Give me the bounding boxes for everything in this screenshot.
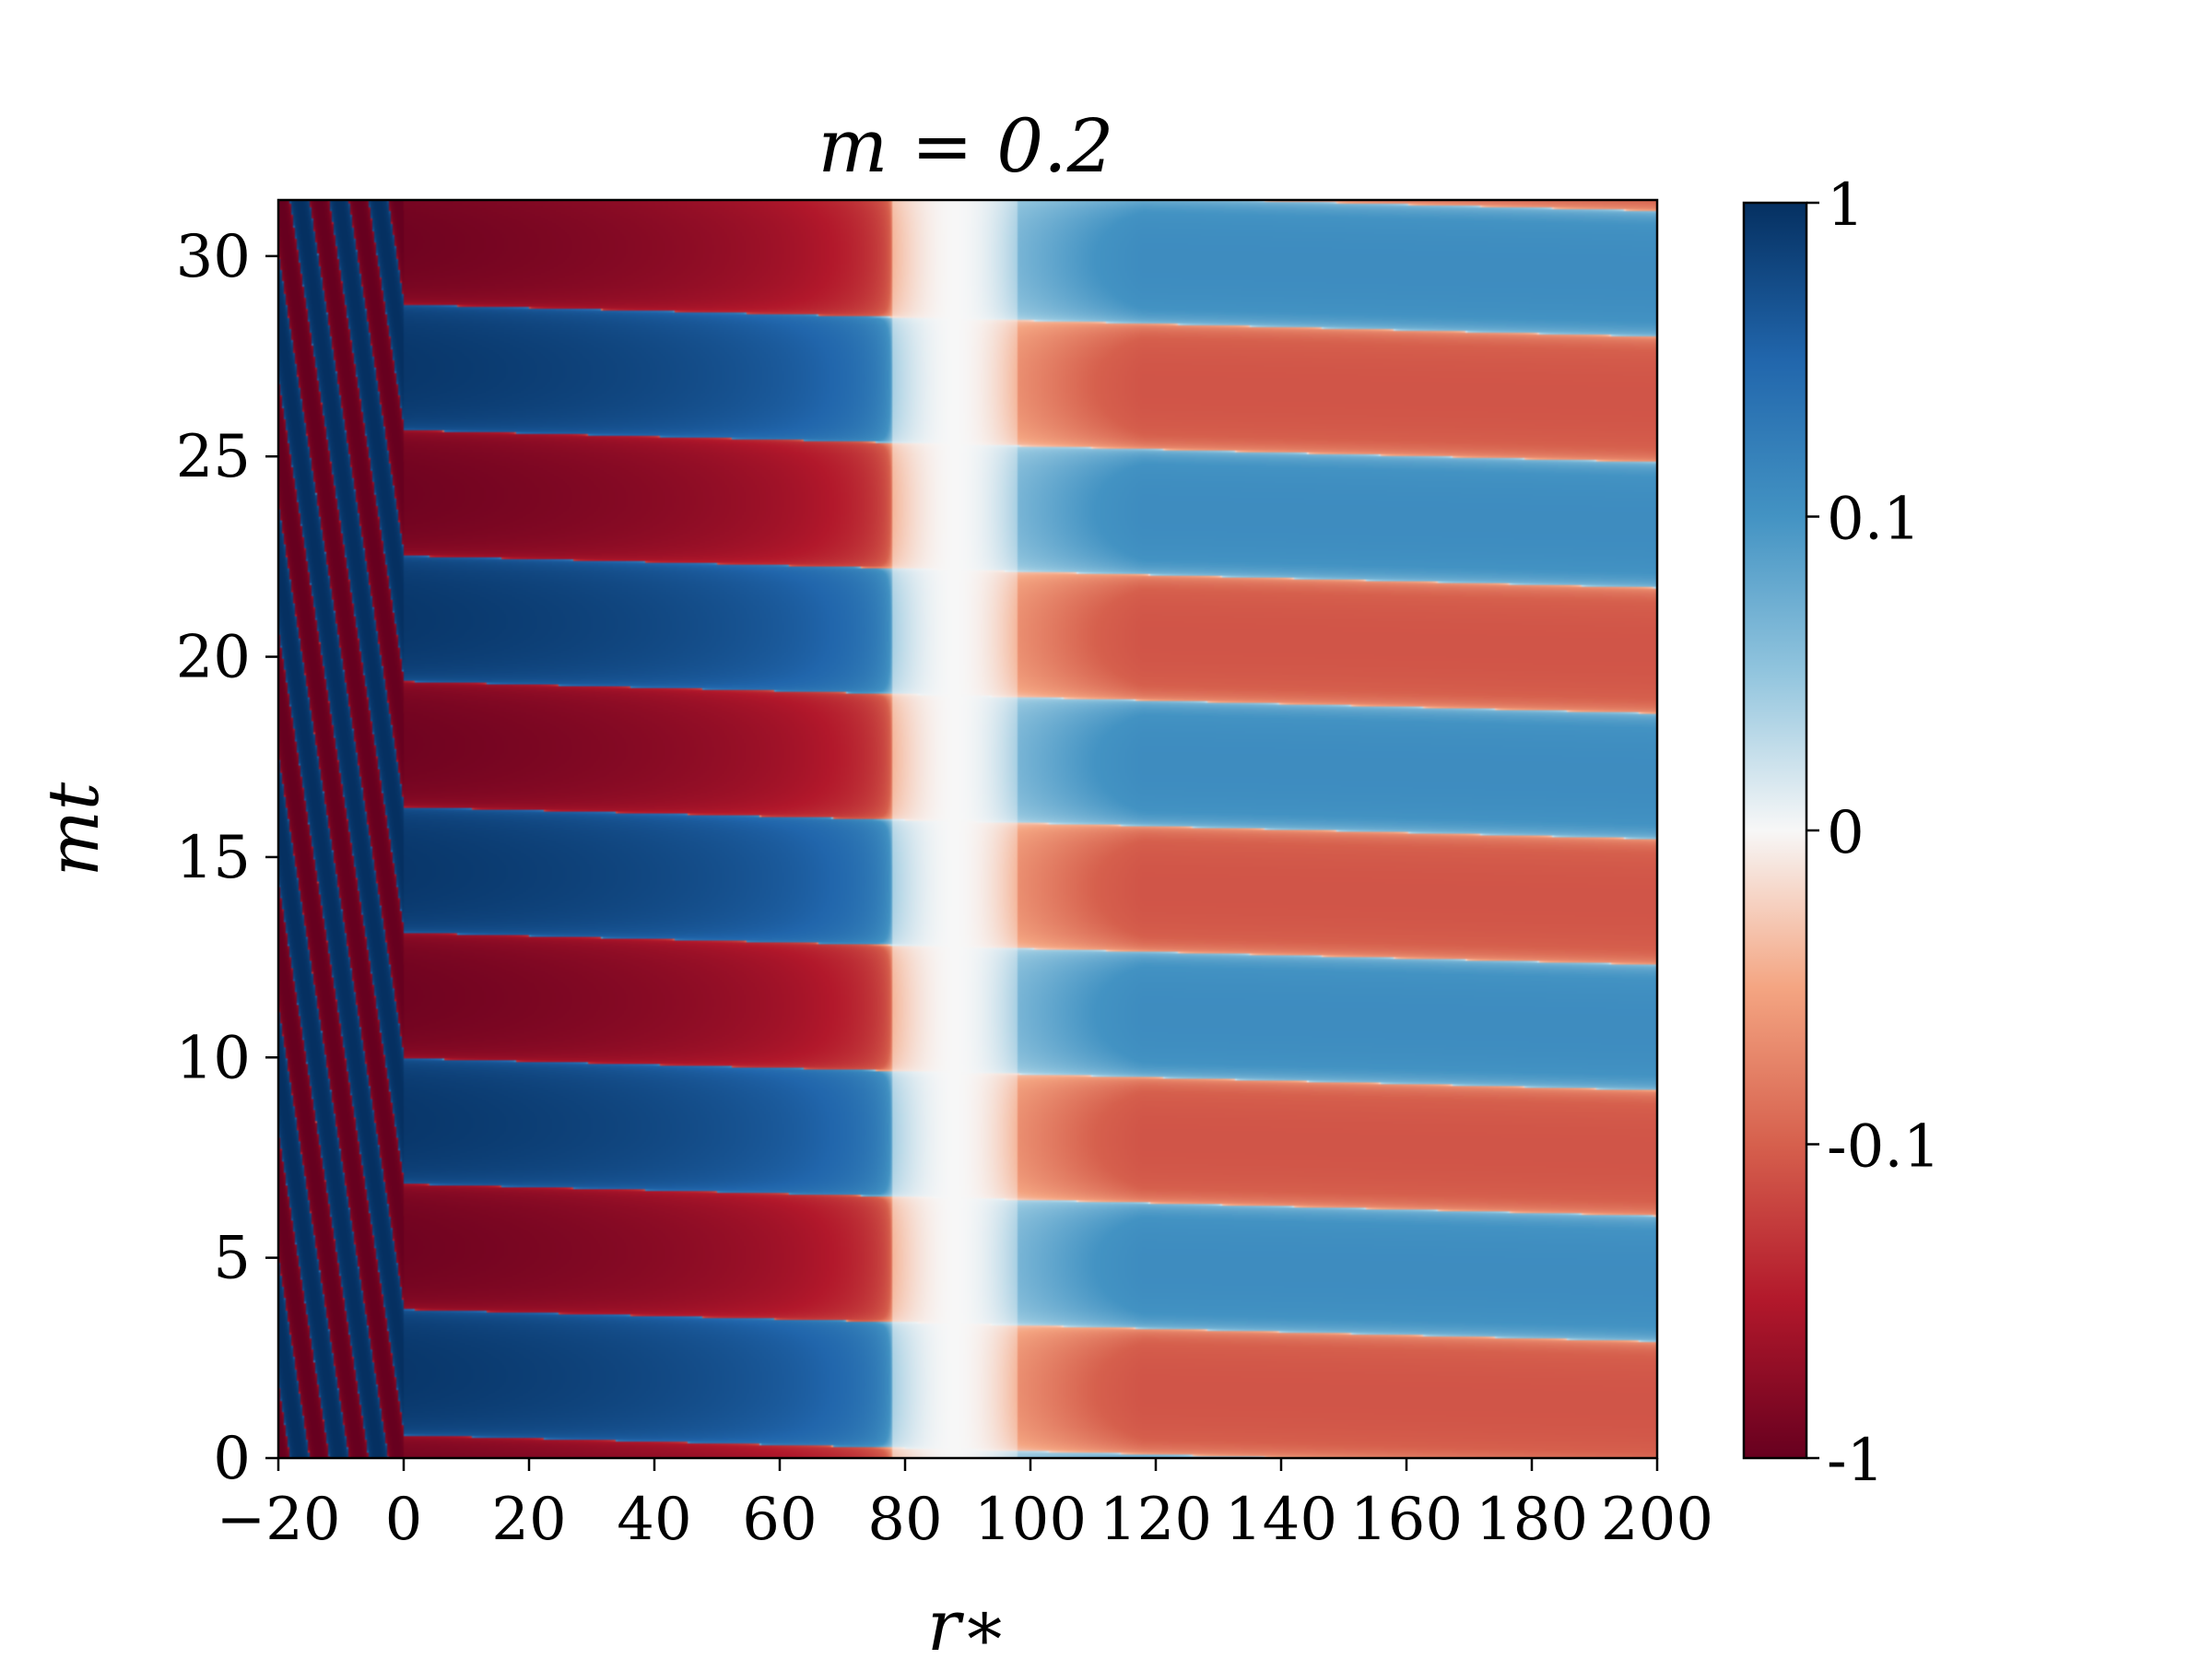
y-tick-label: 20	[176, 624, 251, 692]
x-tick-label: 60	[742, 1486, 817, 1554]
x-tick-label: 80	[867, 1486, 942, 1554]
x-axis-label: r∗	[927, 1584, 1008, 1659]
plot-frame	[276, 198, 1659, 1460]
heatmap-container	[278, 200, 1657, 1458]
heatmap-canvas	[278, 200, 1657, 1458]
x-tick-label: 200	[1601, 1486, 1713, 1554]
x-tick-label: 160	[1350, 1486, 1463, 1554]
colorbar-tick-label: 1	[1827, 171, 1865, 240]
y-tick-label: 15	[176, 824, 251, 892]
x-tick-label: 40	[617, 1486, 691, 1554]
y-tick-label: 25	[176, 423, 251, 491]
y-axis-label: mt	[32, 782, 114, 877]
y-axis-ticks: 0 5 10 15 20 25 30	[176, 223, 278, 1493]
x-tick-label: 140	[1225, 1486, 1337, 1554]
y-tick-label: 10	[176, 1024, 251, 1092]
colorbar-tick-label: 0	[1827, 799, 1865, 867]
x-tick-label: 0	[385, 1486, 423, 1554]
x-tick-label: 100	[974, 1486, 1087, 1554]
x-tick-label: −20	[216, 1486, 340, 1554]
x-tick-label: 120	[1100, 1486, 1212, 1554]
colorbar-tick-label: 0.1	[1827, 486, 1921, 554]
y-tick-label: 30	[176, 223, 251, 291]
x-tick-label: 20	[491, 1486, 566, 1554]
colorbar-ticks: 1 0.1 0 -0.1 -1	[1806, 171, 1940, 1495]
x-tick-label: 180	[1476, 1486, 1588, 1554]
colorbar	[1742, 201, 1808, 1460]
chart-title: m = 0.2	[818, 103, 1114, 189]
x-axis-ticks: −20 0 20 40 60 80 100 120 140 160 180 200	[216, 1458, 1713, 1554]
y-tick-label: 0	[213, 1425, 251, 1493]
colorbar-tick-label: -0.1	[1827, 1113, 1940, 1182]
y-tick-label: 5	[213, 1225, 251, 1293]
colorbar-tick-label: -1	[1827, 1427, 1884, 1495]
